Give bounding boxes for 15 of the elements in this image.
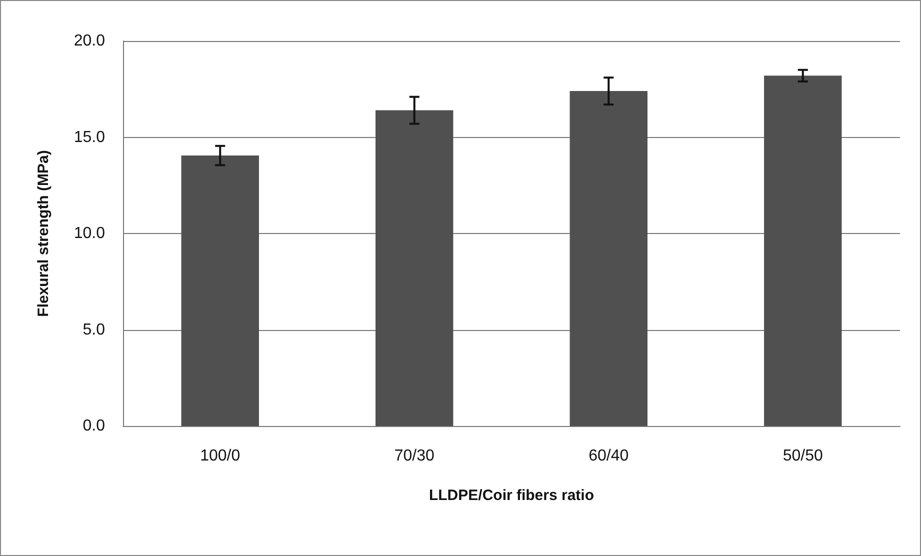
bar bbox=[181, 156, 259, 426]
y-tick-label: 10.0 bbox=[74, 225, 106, 242]
bar bbox=[376, 110, 454, 426]
x-tick-label: 50/50 bbox=[782, 448, 823, 464]
x-tick-label: 60/40 bbox=[588, 448, 629, 464]
bar bbox=[764, 76, 842, 426]
y-tick-label: 20.0 bbox=[74, 32, 106, 50]
y-tick-label: 5.0 bbox=[82, 321, 106, 338]
y-axis-title: Flexural strength (MPa) bbox=[35, 150, 52, 317]
x-tick-label: 100/0 bbox=[200, 448, 240, 464]
x-axis-title: LLDPE/Coir fibers ratio bbox=[428, 487, 594, 504]
x-tick-label: 70/30 bbox=[394, 448, 434, 464]
y-tick-label: 0.0 bbox=[82, 418, 106, 434]
y-tick-label: 15.0 bbox=[74, 128, 106, 146]
bar bbox=[570, 91, 648, 426]
